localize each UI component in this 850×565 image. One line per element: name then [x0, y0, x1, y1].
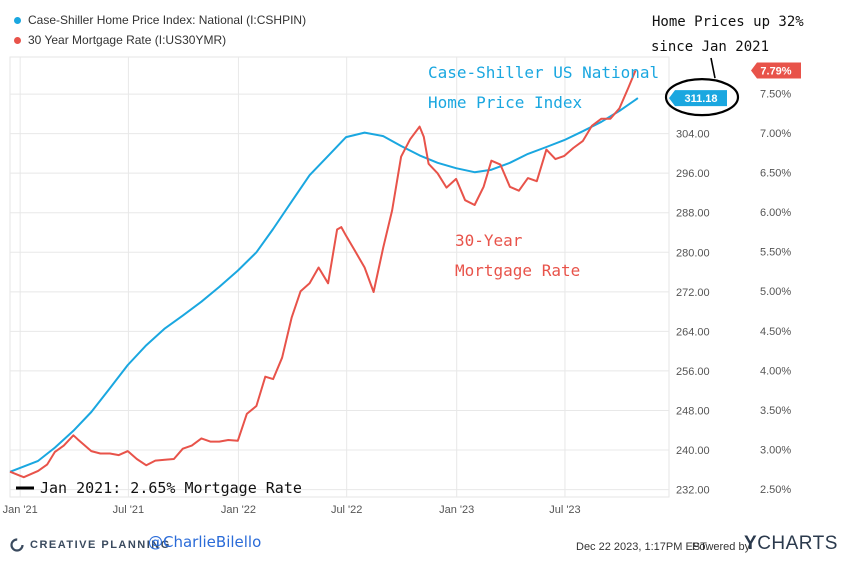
legend-item-hpi[interactable]: Case-Shiller Home Price Index: National …	[14, 10, 306, 30]
x-tick-label: Jul '21	[113, 504, 144, 516]
y-right-tick-label: 5.00%	[760, 286, 791, 298]
rate-annotation-line2: Mortgage Rate	[455, 261, 580, 280]
y-right-tick-label: 7.50%	[760, 88, 791, 100]
hpi-series-line	[9, 97, 639, 473]
y-right-tick-label: 3.50%	[760, 405, 791, 417]
powered-by-label: Powered by	[692, 541, 751, 553]
legend-dot-hpi	[14, 16, 21, 24]
hpi-value-badge	[669, 90, 727, 107]
ycharts-logo[interactable]: YCHARTS	[744, 533, 838, 555]
legend-item-rate[interactable]: 30 Year Mortgage Rate (I:US30YMR)	[14, 30, 306, 50]
callout-text-line2: since Jan 2021	[651, 39, 769, 55]
y-right-tick-label: 6.00%	[760, 207, 791, 219]
legend: Case-Shiller Home Price Index: National …	[14, 10, 306, 50]
x-tick-label: Jan '23	[439, 504, 474, 516]
x-tick-label: Jul '22	[331, 504, 362, 516]
x-tick-label: Jan '22	[221, 504, 256, 516]
y-left-tick-label: 248.00	[676, 405, 710, 417]
y-left-tick-label: 304.00	[676, 129, 710, 141]
rate-series-line	[9, 70, 637, 479]
callout-text-line1: Home Prices up 32%	[652, 14, 804, 30]
twitter-handle[interactable]: @CharlieBilello	[148, 533, 262, 551]
rate-value-badge	[751, 62, 801, 79]
rate-value-badge-text: 7.79%	[760, 65, 791, 77]
plot-frame	[9, 56, 670, 498]
y-left-tick-label: 296.00	[676, 168, 710, 180]
y-right-tick-label: 3.00%	[760, 445, 791, 457]
jan2021-note: Jan 2021: 2.65% Mortgage Rate	[40, 479, 302, 497]
legend-label-rate: 30 Year Mortgage Rate (I:US30YMR)	[28, 33, 227, 47]
legend-dot-rate	[14, 36, 21, 44]
y-left-tick-label: 256.00	[676, 366, 710, 378]
y-left-tick-label: 288.00	[676, 208, 710, 220]
creative-planning-icon	[10, 538, 24, 552]
chart-canvas: 232.00 240.00 248.00 256.00 264.00 272.00 280.…	[3, 14, 805, 516]
y-left-tick-label: 272.00	[676, 287, 710, 299]
ycharts-logo-y: Y	[744, 533, 758, 554]
hpi-annotation-line2: Home Price Index	[428, 93, 582, 112]
legend-label-hpi: Case-Shiller Home Price Index: National …	[28, 13, 307, 27]
brand-label: CREATIVE PLANNING	[30, 539, 171, 551]
y-right-tick-label: 2.50%	[760, 484, 791, 496]
timestamp: Dec 22 2023, 1:17PM EST.	[576, 541, 709, 553]
y-left-tick-label: 232.00	[676, 485, 710, 497]
callout-circle	[664, 78, 740, 117]
y-right-tick-label: 5.50%	[760, 247, 791, 259]
y-right-tick-label: 4.00%	[760, 365, 791, 377]
hpi-value-badge-text: 311.18	[684, 93, 717, 105]
y-right-tick-label: 4.50%	[760, 326, 791, 338]
hpi-annotation-line1: Case-Shiller US National	[428, 63, 659, 82]
rate-annotation-line1: 30-Year	[455, 231, 523, 250]
footer: CREATIVE PLANNING @CharlieBilello Dec 22…	[0, 530, 850, 565]
ycharts-logo-text: CHARTS	[757, 533, 838, 554]
y-right-tick-label: 7.00%	[760, 128, 791, 140]
x-tick-label: Jul '23	[549, 504, 580, 516]
x-tick-label: Jan '21	[3, 504, 38, 516]
y-left-tick-label: 280.00	[676, 247, 710, 259]
creative-planning-logo: CREATIVE PLANNING	[10, 538, 171, 552]
y-right-tick-label: 6.50%	[760, 168, 791, 180]
y-left-tick-label: 264.00	[676, 326, 710, 338]
y-left-tick-label: 240.00	[676, 445, 710, 457]
callout-pointer-line	[710, 57, 716, 79]
